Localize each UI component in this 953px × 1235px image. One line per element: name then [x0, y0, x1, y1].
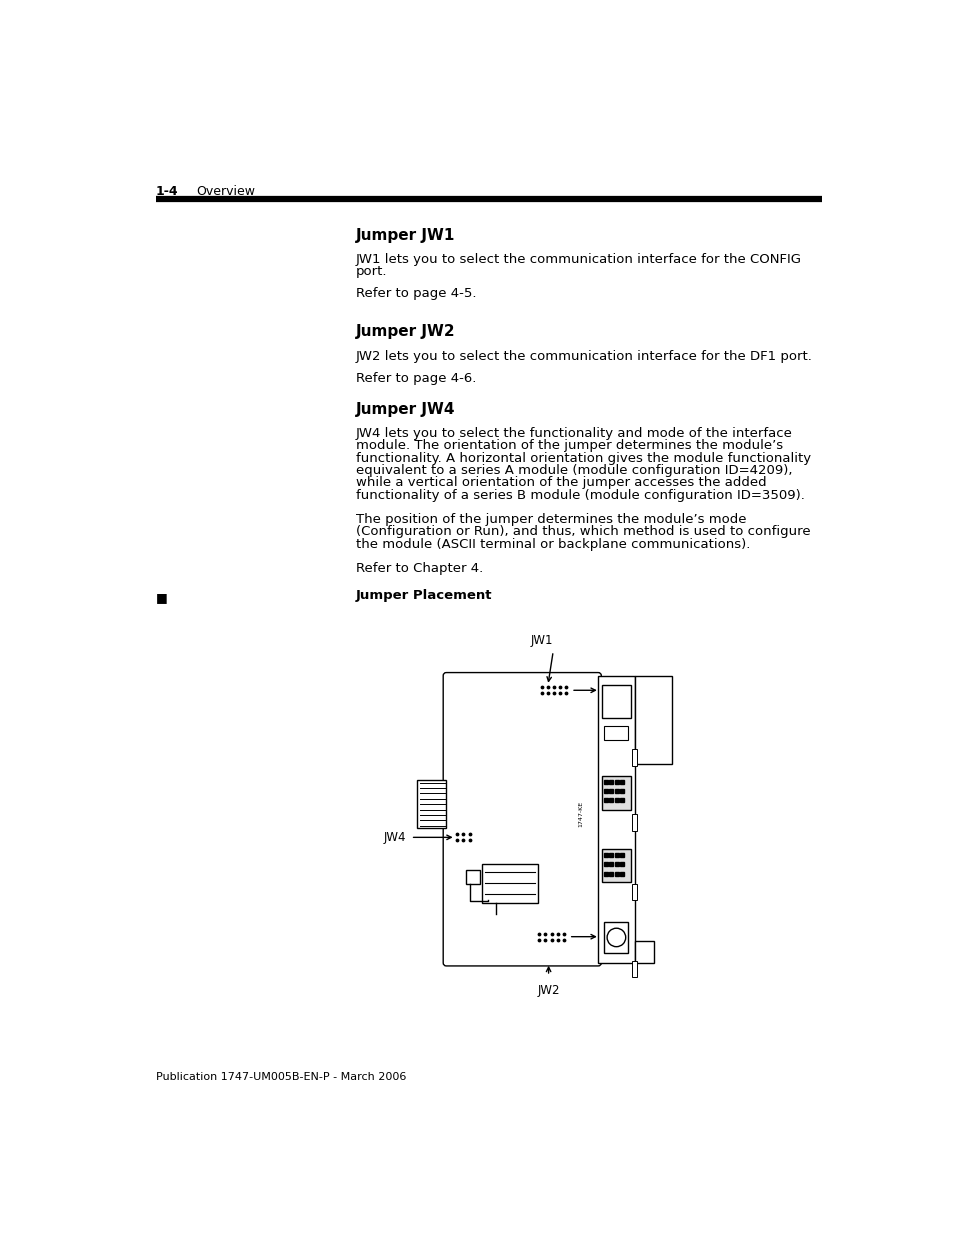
Text: 1-4: 1-4	[155, 185, 178, 198]
Bar	[634, 941, 654, 963]
Text: JW2: JW2	[537, 983, 559, 997]
Text: Jumper JW4: Jumper JW4	[355, 403, 455, 417]
Text: 1747-KE: 1747-KE	[578, 802, 583, 827]
Bar	[481, 864, 537, 903]
Bar	[634, 676, 671, 764]
Text: JW1 lets you to select the communication interface for the CONFIG: JW1 lets you to select the communication…	[355, 253, 801, 266]
FancyBboxPatch shape	[443, 673, 600, 966]
Bar	[604, 923, 628, 953]
Bar	[632, 961, 637, 977]
Bar	[601, 685, 630, 718]
Text: JW4 lets you to select the functionality and mode of the interface: JW4 lets you to select the functionality…	[355, 427, 792, 440]
Text: Refer to page 4-5.: Refer to page 4-5.	[355, 287, 476, 300]
Bar	[416, 779, 446, 829]
Text: Refer to Chapter 4.: Refer to Chapter 4.	[355, 562, 482, 576]
Text: Jumper JW1: Jumper JW1	[355, 227, 455, 242]
Text: module. The orientation of the jumper determines the module’s: module. The orientation of the jumper de…	[355, 440, 781, 452]
Text: The position of the jumper determines the module’s mode: The position of the jumper determines th…	[355, 514, 745, 526]
Text: equivalent to a series A module (module configuration ID=4209),: equivalent to a series A module (module …	[355, 464, 791, 477]
Text: functionality of a series B module (module configuration ID=3509).: functionality of a series B module (modu…	[355, 489, 803, 501]
Bar	[632, 883, 637, 900]
Text: JW1: JW1	[530, 634, 553, 647]
Bar	[601, 848, 630, 882]
Text: functionality. A horizontal orientation gives the module functionality: functionality. A horizontal orientation …	[355, 452, 810, 464]
Text: Publication 1747-UM005B-EN-P - March 2006: Publication 1747-UM005B-EN-P - March 200…	[155, 1072, 406, 1082]
Bar	[466, 871, 480, 884]
Text: Overview: Overview	[196, 185, 255, 198]
Text: Refer to page 4-6.: Refer to page 4-6.	[355, 372, 476, 384]
Text: while a vertical orientation of the jumper accesses the added: while a vertical orientation of the jump…	[355, 477, 765, 489]
Text: JW4: JW4	[383, 831, 406, 844]
Bar	[604, 726, 628, 740]
Text: port.: port.	[355, 266, 387, 278]
Text: Jumper JW2: Jumper JW2	[355, 324, 455, 338]
Bar	[601, 776, 630, 810]
Circle shape	[606, 929, 625, 947]
Bar	[632, 814, 637, 831]
Text: ■: ■	[155, 592, 167, 604]
Bar	[632, 748, 637, 766]
Text: Jumper Placement: Jumper Placement	[355, 589, 492, 603]
Text: the module (ASCII terminal or backplane communications).: the module (ASCII terminal or backplane …	[355, 537, 749, 551]
Text: JW2 lets you to select the communication interface for the DF1 port.: JW2 lets you to select the communication…	[355, 350, 812, 363]
Bar	[598, 676, 634, 963]
Text: (Configuration or Run), and thus, which method is used to configure: (Configuration or Run), and thus, which …	[355, 526, 809, 538]
